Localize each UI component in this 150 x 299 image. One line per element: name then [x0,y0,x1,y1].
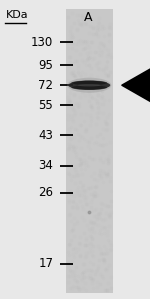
Text: 43: 43 [38,129,53,142]
Text: 34: 34 [38,159,53,173]
Text: 17: 17 [38,257,53,270]
Ellipse shape [71,80,107,85]
Bar [66,9,112,293]
Ellipse shape [78,84,101,86]
Ellipse shape [68,81,110,90]
Text: KDa: KDa [6,10,29,19]
Ellipse shape [67,78,111,93]
Text: 26: 26 [38,186,53,199]
Text: 55: 55 [39,99,53,112]
Text: 130: 130 [31,36,53,49]
Text: A: A [84,11,92,24]
Ellipse shape [71,85,107,90]
Text: 72: 72 [38,79,53,92]
Text: 95: 95 [38,59,53,72]
